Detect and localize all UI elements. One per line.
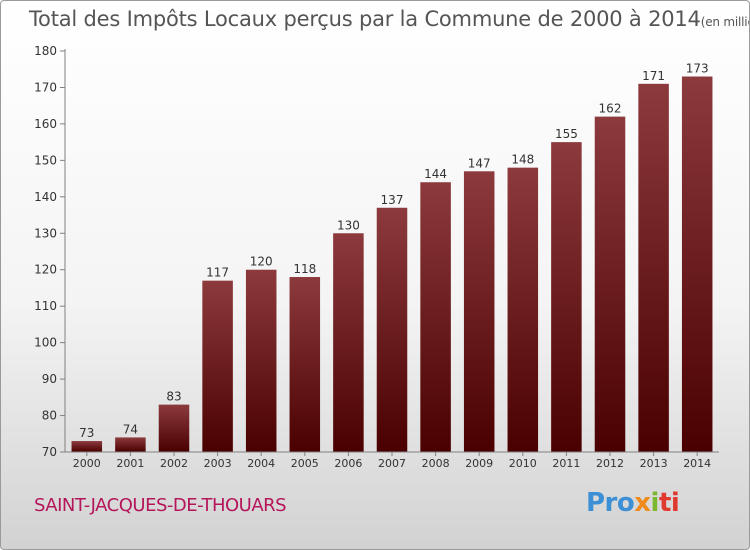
bar-value-label: 171 (642, 69, 665, 83)
brand-logo: Proxiti (586, 488, 680, 518)
y-tick-label: 120 (34, 263, 57, 277)
bar-value-label: 155 (555, 127, 578, 141)
bar-2010 (507, 167, 539, 452)
bars: 73 74 83 117 120 118 130 137 144 147 148 155 162 171 1… (71, 62, 713, 453)
x-tick-label: 2001 (116, 457, 144, 470)
bar-value-label: 162 (599, 102, 622, 116)
y-tick-label: 110 (34, 299, 57, 313)
x-tick-label: 2013 (640, 457, 668, 470)
y-tick-label: 180 (34, 44, 57, 58)
y-axis: 70 80 90 100 110 120 130 140 150 160 170 180 (34, 44, 66, 459)
x-tick-label: 2002 (160, 457, 188, 470)
bar-2013 (638, 83, 669, 453)
y-tick-label: 90 (42, 372, 57, 386)
bar-value-label: 173 (686, 62, 709, 76)
y-tick-label: 170 (34, 80, 57, 94)
bar-2007 (376, 207, 408, 452)
x-tick-label: 2006 (334, 457, 362, 470)
y-tick-label: 140 (34, 190, 57, 204)
bar-value-label: 130 (337, 218, 360, 232)
brand-part-2: x (634, 488, 651, 518)
commune-name: SAINT-JACQUES-DE-THOUARS (34, 495, 287, 516)
chart-title-text: Total des Impôts Locaux perçus par la Co… (29, 7, 701, 31)
x-tick-label: 2008 (422, 457, 450, 470)
bar-2012 (594, 116, 626, 453)
x-tick-label: 2011 (552, 457, 580, 470)
x-tick-label: 2012 (596, 457, 624, 470)
brand-part-4: ti (658, 488, 680, 518)
bar-value-label: 137 (381, 193, 404, 207)
bar-2014 (681, 76, 713, 452)
bar-value-label: 74 (123, 422, 138, 436)
bar-2000 (71, 441, 103, 452)
bar-value-label: 147 (468, 156, 491, 170)
bar-value-label: 120 (250, 255, 273, 269)
chart-subtitle: (en milliers d'€) (700, 15, 749, 29)
bar-value-label: 83 (166, 390, 181, 404)
brand-part-3: i (650, 488, 660, 518)
y-tick-label: 80 (42, 409, 57, 423)
bar-2009 (463, 171, 495, 453)
x-tick-label: 2005 (291, 457, 319, 470)
x-tick-label: 2000 (73, 457, 101, 470)
x-tick-label: 2007 (378, 457, 406, 470)
bar-2006 (333, 233, 364, 452)
x-tick-label: 2009 (465, 457, 493, 470)
bar-value-label: 73 (79, 426, 94, 440)
brand-part-1: Pro (586, 488, 635, 518)
bar-2008 (420, 182, 451, 452)
x-axis: 2000 2001 2002 2003 2004 2005 2006 2007 2008 2009… (65, 451, 719, 470)
bar-value-label: 148 (511, 153, 534, 167)
y-tick-label: 70 (42, 445, 57, 459)
x-tick-label: 2004 (247, 457, 275, 470)
bar-2004 (245, 269, 277, 452)
y-tick-label: 100 (34, 336, 57, 350)
x-tick-label: 2003 (204, 457, 232, 470)
y-tick-label: 150 (34, 153, 57, 167)
bar-value-label: 117 (206, 266, 229, 280)
bar-value-label: 118 (293, 262, 316, 276)
bar-value-label: 144 (424, 167, 447, 181)
y-tick-label: 160 (34, 117, 57, 131)
bar-2001 (115, 437, 146, 452)
bar-2003 (202, 280, 233, 452)
bar-2005 (289, 277, 321, 452)
x-tick-label: 2014 (683, 457, 711, 470)
bar-2011 (551, 142, 582, 453)
bar-2002 (158, 404, 190, 452)
y-tick-label: 130 (34, 226, 57, 240)
x-tick-label: 2010 (509, 457, 537, 470)
chart-title: Total des Impôts Locaux perçus par la Co… (29, 7, 749, 31)
